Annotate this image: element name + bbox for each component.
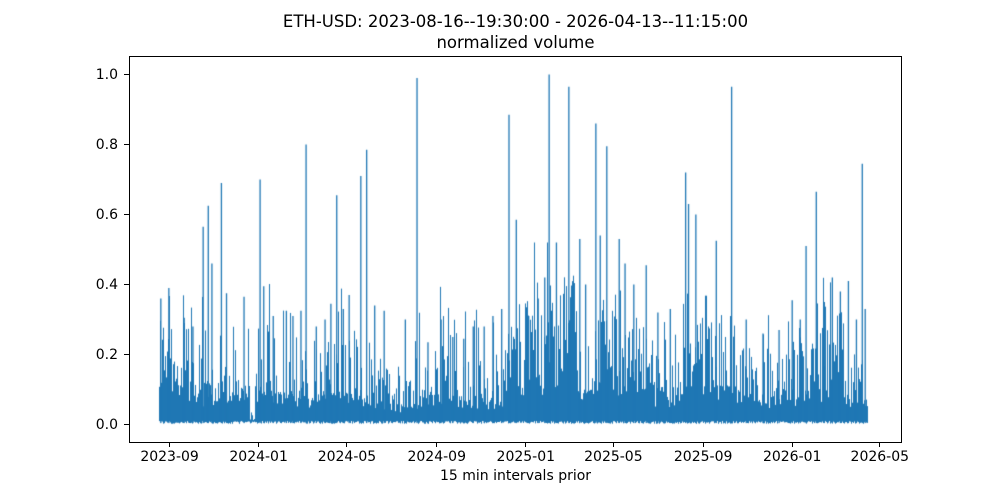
x-tick-label: 2024-01 (229, 449, 288, 465)
x-tick-label: 2024-05 (317, 449, 377, 465)
x-tick-mark (436, 443, 438, 447)
y-tick-mark (124, 144, 129, 145)
x-tick-mark (791, 443, 793, 447)
x-tick-label: 2024-09 (407, 449, 466, 465)
x-tick-mark (525, 443, 527, 447)
y-tick-mark (124, 424, 129, 425)
x-axis-label: 15 min intervals prior (439, 468, 592, 484)
y-tick-label: 0.6 (95, 206, 118, 223)
x-tick-label: 2025-09 (673, 449, 733, 465)
x-tick-label: 2026-05 (850, 449, 910, 465)
x-tick-label: 2025-01 (496, 449, 556, 465)
y-tick-label: 0.4 (95, 276, 118, 293)
y-tick-mark (124, 354, 129, 355)
y-tick-mark (124, 214, 129, 215)
x-tick-label: 2023-09 (140, 449, 199, 465)
x-tick-mark (702, 443, 704, 447)
x-tick-mark (169, 443, 171, 447)
volume-series-canvas (130, 57, 901, 442)
y-tick-label: 0.8 (95, 136, 118, 153)
y-tick-label: 0.0 (95, 416, 118, 433)
y-tick-mark (124, 284, 129, 285)
chart-title-line1: ETH-USD: 2023-08-16--19:30:00 - 2026-04-… (282, 12, 749, 31)
plot-area (129, 56, 902, 443)
chart-title-line2: normalized volume (436, 33, 595, 52)
y-tick-mark (124, 74, 129, 75)
x-tick-label: 2025-05 (584, 449, 643, 465)
x-tick-mark (258, 443, 260, 447)
x-tick-mark (346, 443, 348, 447)
y-tick-label: 0.2 (95, 346, 118, 363)
chart-title: ETH-USD: 2023-08-16--19:30:00 - 2026-04-… (115, 11, 916, 53)
x-tick-mark (612, 443, 614, 447)
x-tick-mark (879, 443, 881, 447)
x-tick-label: 2026-01 (762, 449, 822, 465)
y-tick-label: 1.0 (95, 66, 118, 83)
